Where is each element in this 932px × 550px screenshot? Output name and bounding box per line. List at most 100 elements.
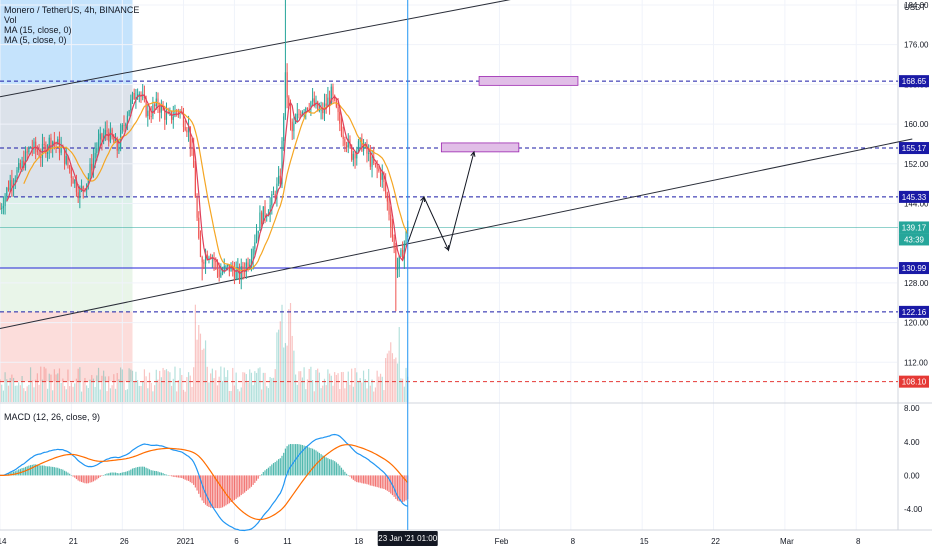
macd-histogram-bar	[242, 475, 244, 494]
candle-body	[378, 168, 380, 171]
volume-bar	[381, 376, 383, 402]
macd-histogram-bar	[14, 471, 16, 476]
zone-1	[0, 84, 133, 198]
volume-bar	[101, 375, 103, 402]
volume-bar	[386, 353, 388, 402]
candle-body	[74, 180, 76, 184]
volume-bar	[123, 380, 125, 402]
candle-body	[194, 167, 196, 198]
macd-tick-label: 0.00	[904, 471, 920, 480]
candle	[381, 164, 383, 188]
volume-bar	[221, 380, 224, 402]
candle	[306, 107, 309, 112]
candle	[249, 258, 251, 271]
volume-bar	[211, 368, 213, 402]
candle-body	[165, 112, 168, 120]
candle	[14, 175, 16, 190]
macd-histogram-bar	[187, 475, 190, 481]
candle-body	[332, 86, 334, 96]
candle	[298, 108, 300, 119]
candle-body	[311, 98, 314, 102]
macd-histogram-bar	[393, 475, 395, 497]
macd-histogram-bar	[82, 475, 84, 483]
candle-body	[357, 141, 360, 152]
macd-histogram-bar	[318, 452, 320, 476]
macd-histogram-bar	[63, 470, 66, 476]
volume-bar	[1, 384, 3, 402]
candle-body	[159, 106, 161, 113]
candle	[340, 115, 343, 138]
macd-histogram-bar	[155, 471, 157, 476]
macd-histogram-bar	[57, 467, 59, 476]
macd-histogram-bar	[235, 475, 237, 499]
candle-body	[45, 144, 47, 154]
volume-bar	[252, 385, 254, 402]
ma15-line	[23, 101, 409, 272]
candle	[87, 173, 89, 190]
macd-histogram-bar	[390, 475, 392, 494]
volume-bar	[157, 379, 159, 402]
volume-bar	[340, 372, 343, 402]
macd-histogram-bar	[291, 444, 293, 476]
volume-bar	[94, 387, 96, 402]
level-tag-155.17: 155.17	[902, 144, 927, 153]
candle	[332, 83, 334, 103]
macd-histogram-bar	[99, 475, 101, 477]
volume-bar	[86, 385, 88, 402]
candle	[194, 160, 196, 198]
candle-body	[317, 101, 319, 111]
macd-histogram-bar	[330, 459, 332, 476]
volume-bar	[271, 378, 273, 402]
macd-histogram-bar	[108, 473, 110, 476]
candle-body	[385, 181, 387, 194]
macd-histogram-bar	[87, 475, 89, 484]
volume-bar	[187, 372, 190, 402]
candle-body	[52, 141, 54, 147]
candle-body	[94, 153, 96, 159]
candle-body	[342, 135, 344, 139]
time-tick-label: Mar	[780, 537, 794, 546]
volume-bar	[327, 369, 329, 402]
candle-body	[390, 214, 392, 228]
macd-histogram-bar	[317, 451, 319, 476]
macd-histogram-bar	[259, 475, 261, 477]
macd-histogram-bar	[230, 475, 232, 503]
macd-histogram-bar	[45, 466, 47, 476]
volume-bar	[142, 380, 144, 402]
candle-body	[16, 170, 18, 180]
volume-bar	[276, 332, 278, 402]
candle	[199, 230, 202, 258]
volume-bar	[203, 348, 205, 402]
volume-bar	[359, 378, 361, 402]
candle	[150, 106, 152, 124]
volume-bar	[52, 390, 54, 402]
candle	[0, 202, 1, 210]
macd-histogram-bar	[109, 472, 112, 476]
macd-histogram-bar	[334, 461, 336, 476]
volume-bar	[354, 367, 356, 402]
macd-histogram-bar	[376, 475, 378, 488]
time-tick-label: 8	[856, 537, 861, 546]
candle-body	[91, 163, 93, 171]
volume-bar	[245, 374, 247, 402]
macd-histogram-bar	[206, 475, 208, 507]
macd-histogram-bar	[43, 465, 45, 476]
macd-histogram-bar	[296, 444, 298, 476]
candle	[152, 96, 154, 120]
volume-bar	[383, 390, 385, 402]
macd-histogram-bar	[281, 455, 283, 476]
cursor-time-label: 23 Jan '21 01:00	[378, 534, 437, 543]
candle-body	[60, 146, 62, 153]
volume-bar	[232, 367, 234, 402]
macd-histogram-bar	[339, 465, 341, 476]
volume-bar	[114, 388, 117, 402]
candle	[50, 133, 52, 154]
volume-bars	[0, 303, 409, 402]
candle-body	[344, 138, 346, 146]
candle-body	[106, 130, 108, 133]
macd-histogram-bar	[165, 474, 168, 476]
candle	[41, 133, 44, 167]
macd-tick-label: 8.00	[904, 404, 920, 413]
candle-body	[252, 248, 254, 260]
